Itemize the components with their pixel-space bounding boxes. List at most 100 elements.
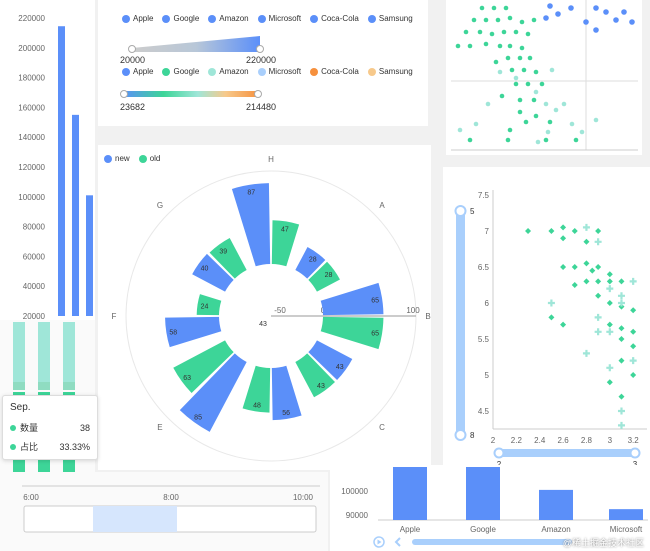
scatter-point[interactable]: [491, 5, 497, 11]
scatter-diamond[interactable]: [571, 228, 578, 234]
polar-bar-old[interactable]: [320, 316, 384, 350]
scatter-point[interactable]: [519, 45, 525, 51]
scatter-diamond[interactable]: [560, 224, 567, 231]
scatter-point[interactable]: [497, 43, 503, 49]
stacked-segment-mid[interactable]: [13, 382, 25, 390]
polar-bar-new[interactable]: [192, 253, 234, 292]
scatter-diamond[interactable]: [618, 336, 625, 342]
scatter-plus[interactable]: [582, 223, 590, 231]
scatter-point[interactable]: [485, 101, 491, 107]
bar[interactable]: [86, 195, 93, 316]
scatter-diamond[interactable]: [606, 278, 613, 285]
scatter-point[interactable]: [573, 137, 579, 143]
scatter-point[interactable]: [513, 81, 519, 87]
stacked-segment-mid[interactable]: [38, 382, 50, 390]
scatter-point[interactable]: [629, 19, 635, 25]
polar-bar-new[interactable]: [271, 365, 302, 421]
scatter-diamond[interactable]: [630, 343, 637, 350]
scatter-diamond[interactable]: [548, 228, 555, 234]
scatter-diamond[interactable]: [606, 321, 613, 328]
bar[interactable]: [72, 114, 79, 316]
scatter-diamond[interactable]: [583, 278, 590, 285]
legend-row-top[interactable]: Apple Google Amazon Microsoft Coca-Cola Samsu…: [122, 14, 422, 23]
scatter-point[interactable]: [473, 121, 479, 127]
scatter-diamond[interactable]: [548, 314, 555, 321]
slider1-handle-left[interactable]: [128, 45, 136, 53]
scatter-point[interactable]: [543, 101, 549, 107]
polar-bar-old[interactable]: [242, 365, 271, 413]
polar-bar-old[interactable]: [173, 340, 234, 393]
scatter-point[interactable]: [543, 137, 549, 143]
scatter-point[interactable]: [479, 5, 485, 11]
slider2-handle-right[interactable]: [254, 90, 262, 98]
legend-bottom-samsung[interactable]: Samsung: [367, 67, 413, 76]
stacked-segment-top[interactable]: [13, 322, 25, 382]
scatter-diamond[interactable]: [618, 303, 625, 310]
scatter-diamond[interactable]: [606, 271, 613, 278]
legend-top-samsung[interactable]: Samsung: [367, 14, 413, 23]
scatter-point[interactable]: [521, 67, 527, 73]
vslider-handle-bottom[interactable]: [454, 429, 467, 441]
scatter-point[interactable]: [509, 67, 515, 73]
vslider-track[interactable]: [456, 211, 465, 435]
scatter-point[interactable]: [505, 55, 511, 61]
scatter-diamond[interactable]: [606, 300, 613, 306]
bar[interactable]: [393, 467, 427, 520]
scatter-point[interactable]: [517, 55, 523, 61]
scatter-point[interactable]: [483, 17, 489, 23]
legend-bottom-apple[interactable]: Apple: [122, 67, 153, 76]
polar-bar-new[interactable]: [179, 353, 247, 432]
scatter-diamond[interactable]: [560, 321, 567, 328]
polar-bar-new[interactable]: [295, 247, 326, 279]
scatter-plus[interactable]: [594, 313, 602, 321]
scatter-point[interactable]: [539, 81, 545, 87]
scatter-point[interactable]: [483, 41, 489, 47]
legend-bottom-google[interactable]: Google: [162, 67, 199, 76]
scatter-diamond[interactable]: [583, 260, 590, 267]
scatter-point[interactable]: [531, 17, 537, 23]
scatter-point[interactable]: [569, 121, 575, 127]
zoom-window[interactable]: [93, 506, 177, 532]
legend-top-google[interactable]: Google: [162, 14, 199, 23]
slider2-handle-left[interactable]: [120, 90, 128, 98]
scatter-point[interactable]: [513, 75, 519, 81]
scatter-point[interactable]: [507, 43, 513, 49]
scatter-plus[interactable]: [617, 299, 625, 307]
scatter-point[interactable]: [525, 81, 531, 87]
scatter-point[interactable]: [523, 119, 529, 125]
stacked-segment-top[interactable]: [38, 322, 50, 382]
polar-bar-old[interactable]: [209, 237, 247, 279]
scatter-point[interactable]: [513, 29, 519, 35]
scatter-point[interactable]: [543, 15, 549, 21]
bar[interactable]: [58, 26, 65, 317]
scatter-point[interactable]: [501, 29, 507, 35]
slider1-handle-right[interactable]: [256, 45, 264, 53]
scatter-diamond[interactable]: [630, 307, 637, 314]
bar[interactable]: [539, 489, 573, 520]
scatter-point[interactable]: [527, 55, 533, 61]
scatter-point[interactable]: [455, 43, 461, 49]
scatter-point[interactable]: [493, 59, 499, 65]
legend-bottom-coca-cola[interactable]: Coca-Cola: [310, 67, 359, 76]
scatter-point[interactable]: [497, 69, 503, 75]
scatter-diamond[interactable]: [589, 267, 596, 274]
scatter-point[interactable]: [547, 119, 553, 125]
scatter-point[interactable]: [613, 17, 619, 23]
scatter-point[interactable]: [583, 19, 589, 25]
legend-top-coca-cola[interactable]: Coca-Cola: [310, 14, 359, 23]
scatter-point[interactable]: [507, 127, 513, 133]
scatter-point[interactable]: [568, 5, 574, 11]
scatter-point[interactable]: [621, 9, 627, 15]
scatter-point[interactable]: [495, 17, 501, 23]
scatter-plus[interactable]: [606, 364, 614, 372]
scatter-point[interactable]: [549, 67, 555, 73]
scatter-point[interactable]: [555, 11, 561, 17]
scatter-plus[interactable]: [606, 328, 614, 336]
scatter-point[interactable]: [533, 89, 539, 95]
polar-bar-old[interactable]: [196, 294, 222, 316]
scatter-plus[interactable]: [582, 349, 590, 357]
scatter-point[interactable]: [457, 127, 463, 133]
scatter-point[interactable]: [489, 31, 495, 37]
polar-bar-new[interactable]: [308, 340, 353, 381]
scatter-plus[interactable]: [617, 407, 625, 415]
